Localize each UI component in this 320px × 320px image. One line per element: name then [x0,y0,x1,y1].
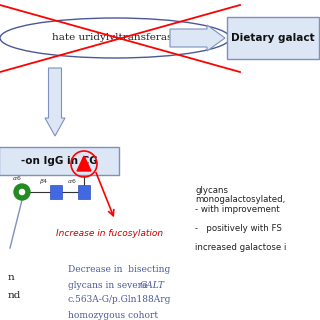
Text: nd: nd [8,292,21,300]
Bar [50,185,62,199]
Text: Increase in fucosylation: Increase in fucosylation [56,229,164,238]
FancyArrow shape [45,68,65,136]
Text: GALT: GALT [140,281,165,290]
Text: increased galactose i: increased galactose i [195,244,286,252]
Polygon shape [77,156,91,171]
Text: Dietary galact: Dietary galact [231,33,315,43]
Text: glycans: glycans [195,186,228,195]
Text: -on IgG in CG: -on IgG in CG [20,156,97,166]
Text: hate uridylyltransferase: hate uridylyltransferase [52,34,178,43]
Text: $\alpha$6: $\alpha$6 [67,177,77,185]
Text: $\beta$4: $\beta$4 [39,177,49,186]
Text: $\alpha$6: $\alpha$6 [12,174,22,182]
Text: -   positively with FS: - positively with FS [195,224,282,233]
Text: glycans in severe: glycans in severe [68,281,150,290]
FancyBboxPatch shape [0,147,119,175]
Text: monogalactosylated,: monogalactosylated, [195,196,285,204]
Circle shape [18,188,26,196]
Text: - with improvement: - with improvement [195,205,280,214]
Text: c.563A-G/p.Gln188Arg: c.563A-G/p.Gln188Arg [68,295,172,305]
Text: homozygous cohort: homozygous cohort [68,310,158,319]
FancyBboxPatch shape [227,17,319,59]
Text: n: n [8,274,15,283]
Bar [78,185,90,199]
Circle shape [14,184,30,200]
FancyArrow shape [170,25,225,51]
Text: Decrease in  bisecting: Decrease in bisecting [68,266,170,275]
